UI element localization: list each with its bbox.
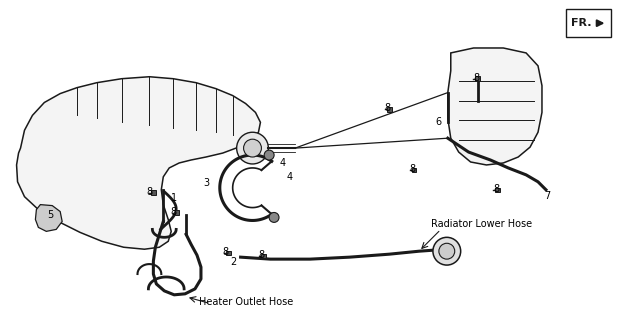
Polygon shape [17, 77, 260, 249]
Text: 2: 2 [231, 257, 237, 267]
Bar [151, 190, 156, 195]
Bar [412, 168, 416, 172]
Circle shape [269, 212, 279, 222]
Text: 4: 4 [286, 172, 292, 182]
Text: 8: 8 [259, 250, 265, 260]
Polygon shape [448, 48, 542, 165]
Text: 3: 3 [203, 178, 209, 188]
Circle shape [244, 139, 262, 157]
Bar [261, 254, 265, 258]
Text: Radiator Lower Hose: Radiator Lower Hose [431, 220, 532, 229]
Bar [495, 188, 500, 192]
Bar [476, 76, 480, 81]
Circle shape [433, 237, 461, 265]
Bar [566, 9, 611, 37]
Text: 8: 8 [474, 73, 480, 83]
Text: 4: 4 [279, 158, 285, 168]
Bar [226, 251, 231, 255]
Text: 8: 8 [494, 184, 500, 194]
Text: 5: 5 [47, 210, 53, 220]
Text: 6: 6 [436, 117, 442, 127]
Circle shape [264, 150, 274, 160]
Text: 8: 8 [384, 103, 391, 114]
Polygon shape [35, 204, 62, 231]
Text: 8: 8 [170, 206, 176, 217]
Bar [387, 107, 392, 112]
Text: 1: 1 [171, 193, 177, 203]
Text: 8: 8 [223, 247, 229, 257]
Text: FR.: FR. [571, 18, 591, 28]
Bar [175, 210, 179, 215]
Text: 8: 8 [409, 164, 415, 174]
Text: Heater Outlet Hose: Heater Outlet Hose [199, 297, 293, 307]
Circle shape [237, 132, 268, 164]
Text: 8: 8 [146, 187, 153, 197]
Circle shape [439, 243, 454, 259]
Text: 7: 7 [544, 191, 550, 201]
